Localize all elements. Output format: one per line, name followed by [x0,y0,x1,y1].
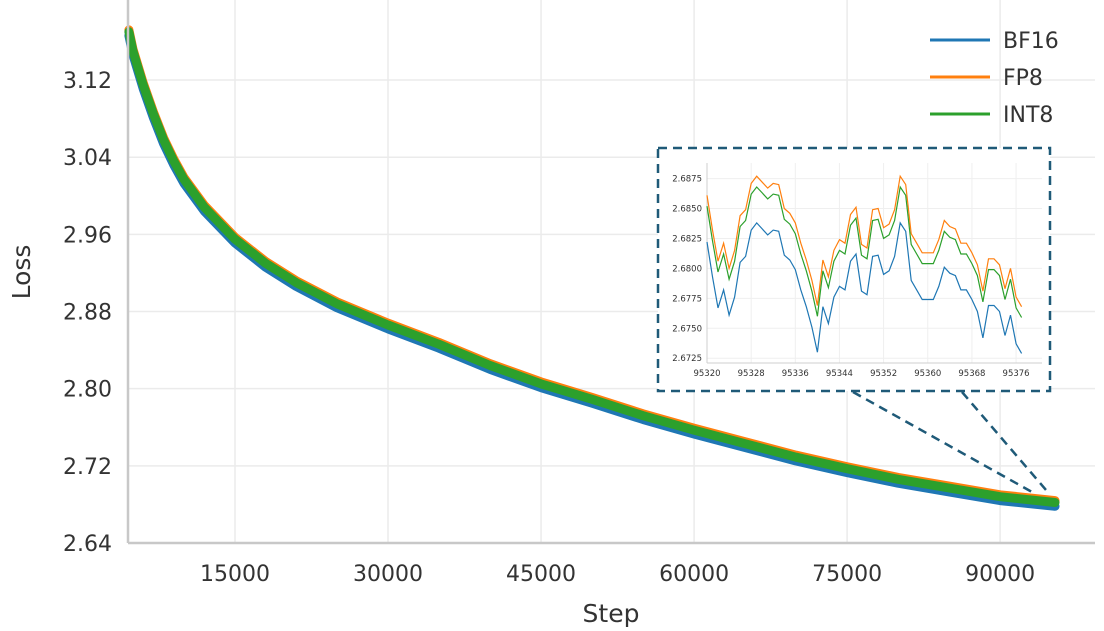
inset-y-tick-label: 2.6850 [672,205,702,215]
inset-x-tick-label: 95320 [693,369,720,379]
x-tick-label: 30000 [353,562,423,587]
legend: BF16 FP8 INT8 [930,29,1059,128]
inset-x-tick-label: 95328 [738,369,765,379]
inset-y-tick-label: 2.6775 [672,294,702,304]
inset-x-tick-label: 95376 [1003,369,1030,379]
tick-labels: 15000 30000 45000 60000 75000 90000 2.64 2.72 2.… [63,69,1035,587]
x-tick-label: 45000 [506,562,576,587]
y-tick-label: 2.88 [63,301,112,326]
x-tick-label: 90000 [965,562,1035,587]
y-axis-label: Loss [7,245,36,300]
inset-line-bf16 [706,221,1023,354]
y-tick-label: 2.80 [63,378,112,403]
inset-x-tick-label: 95336 [782,369,809,379]
inset-x-tick-label: 95360 [914,369,941,379]
inset-y-tick-label: 2.6875 [672,175,702,185]
y-tick-label: 3.04 [63,146,112,171]
series-line-int8 [124,27,1060,507]
x-axis-label: Step [583,599,640,628]
inset-border [656,146,1052,393]
legend-label: FP8 [1003,66,1043,91]
inset-y-tick-label: 2.6800 [672,264,702,274]
zoom-inset: 95320 95328 95336 95344 95352 95360 95368 95376… [656,146,1052,393]
inset-y-tick-label: 2.6750 [672,324,702,334]
y-tick-label: 3.12 [63,69,112,94]
inset-x-tick-label: 95352 [870,369,897,379]
inset-x-tick-label: 95344 [826,369,853,379]
inset-x-tick-label: 95368 [958,369,985,379]
legend-label: BF16 [1003,29,1059,54]
y-tick-label: 2.72 [63,455,112,480]
inset-line-int8 [706,185,1023,318]
x-tick-label: 15000 [200,562,270,587]
inset-y-tick-label: 2.6825 [672,234,702,244]
x-tick-label: 60000 [659,562,729,587]
legend-label: INT8 [1003,103,1053,128]
inset-y-tick-label: 2.6725 [672,354,702,364]
x-tick-label: 75000 [812,562,882,587]
series-lines [124,25,1060,511]
y-tick-label: 2.64 [63,532,112,557]
inset-connectors [852,390,1047,494]
connector-line [852,390,1033,494]
axes [126,0,1095,545]
y-tick-label: 2.96 [63,223,112,248]
connector-line [961,391,1047,491]
inset-line-fp8 [706,174,1023,307]
